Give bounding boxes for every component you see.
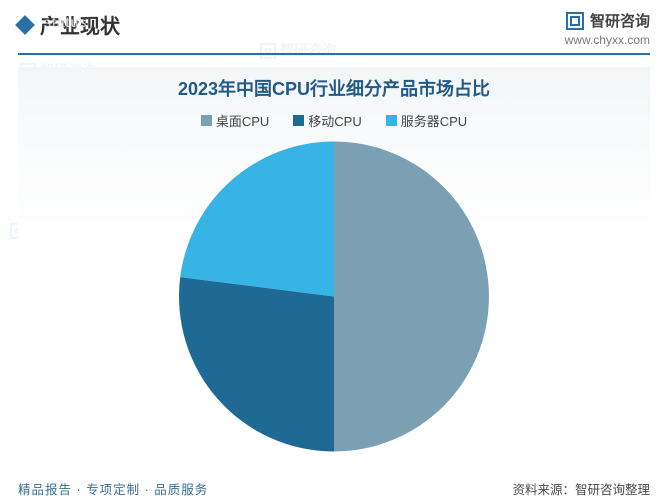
header-rule [18,53,650,55]
brand-name: 智研咨询 [590,10,650,31]
legend-swatch [386,115,397,126]
brand-logo-icon [566,12,584,30]
footer-source: 智研咨询整理 [575,483,650,497]
section-title-en: status [44,14,87,30]
chart-title: 2023年中国CPU行业细分产品市场占比 [18,67,650,101]
legend-swatch [201,115,212,126]
footer-source-prefix: 资料来源： [512,483,575,497]
pie-slice [179,277,334,451]
brand-url: www.chyxx.com [565,33,650,47]
footer: 精品报告 · 专项定制 · 品质服务 资料来源：智研咨询整理 [18,479,650,498]
footer-left: 精品报告 · 专项定制 · 品质服务 [18,479,208,498]
footer-right: 资料来源：智研咨询整理 [512,479,650,498]
chart-area: 2023年中国CPU行业细分产品市场占比 桌面CPU 移动CPU 服务器CPU [18,67,650,467]
pie-slice [334,142,489,452]
pie-slice [180,142,334,297]
pie-chart [164,127,504,472]
section-diamond-icon [15,15,35,35]
legend-swatch [293,115,304,126]
header: 产业现状 status 智研咨询 www.chyxx.com [0,0,668,47]
